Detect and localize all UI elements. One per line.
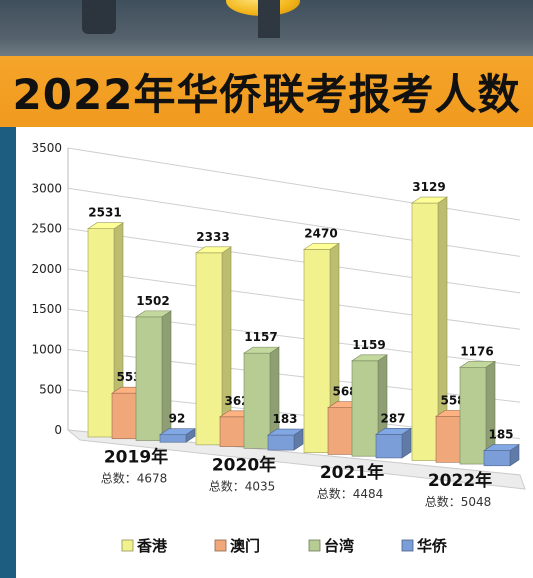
- header-photo: [0, 0, 533, 56]
- bar-top: [303, 243, 340, 250]
- y-tick-label: 1500: [31, 302, 62, 316]
- bar: [411, 202, 439, 461]
- bar-top: [243, 346, 280, 354]
- data-label: 1502: [136, 294, 169, 308]
- gridline: [67, 147, 521, 221]
- group-total-label: 总数：5048: [425, 494, 492, 509]
- legend-swatch: [308, 539, 321, 552]
- bar: [219, 416, 247, 447]
- chart-title: 2022年华侨联考报考人数: [12, 70, 521, 119]
- data-label: 362: [224, 394, 249, 408]
- bar: [111, 392, 139, 440]
- bar: [483, 450, 511, 467]
- chart-floor: [66, 429, 526, 490]
- bar: [303, 249, 331, 454]
- legend-swatch: [121, 539, 134, 552]
- data-label: 1157: [244, 330, 277, 344]
- bar: [327, 407, 355, 455]
- data-label: 2531: [88, 206, 121, 220]
- bar-top: [351, 354, 388, 362]
- data-label: 287: [380, 411, 405, 425]
- group-total-label: 总数：4484: [317, 486, 384, 501]
- x-category-label: 2021年: [320, 462, 384, 483]
- x-category-label: 2020年: [212, 454, 276, 475]
- data-label: 1159: [352, 338, 385, 352]
- bar: [135, 316, 163, 441]
- bar: [375, 434, 403, 459]
- bar-top: [135, 310, 172, 318]
- data-label: 1176: [460, 344, 493, 358]
- bar-top: [159, 428, 196, 435]
- bar-top: [375, 428, 412, 435]
- bar: [435, 416, 463, 463]
- group-total-label: 总数：4678: [101, 470, 168, 485]
- legend-label: 澳门: [230, 537, 260, 555]
- bar: [351, 360, 379, 457]
- bar-top: [87, 222, 124, 229]
- photo-figure: [82, 0, 116, 34]
- data-label: 183: [272, 412, 297, 426]
- x-category-label: 2022年: [428, 470, 492, 491]
- data-label: 568: [332, 385, 357, 399]
- data-label: 3129: [412, 180, 445, 194]
- y-tick-label: 2500: [31, 222, 62, 236]
- data-label: 553: [116, 370, 141, 384]
- y-tick-label: 3500: [31, 141, 62, 155]
- legend-swatch: [214, 539, 227, 552]
- legend-label: 华侨: [417, 537, 448, 555]
- bar: [159, 434, 187, 443]
- bar: [267, 434, 295, 451]
- group-total-label: 总数：4035: [209, 478, 276, 493]
- photo-figure: [258, 0, 280, 38]
- y-tick-label: 500: [39, 383, 62, 397]
- y-tick-label: 1000: [31, 342, 62, 356]
- y-tick-label: 3000: [31, 181, 62, 195]
- legend-label: 香港: [137, 537, 168, 555]
- x-category-label: 2019年: [104, 446, 168, 467]
- bar-top: [483, 444, 520, 451]
- gridline: [67, 187, 521, 257]
- gridline: [67, 228, 521, 294]
- side-accent-bar: [0, 127, 16, 578]
- data-label: 92: [169, 412, 186, 426]
- data-label: 2333: [196, 230, 229, 244]
- bar: [87, 228, 115, 438]
- bar: [459, 366, 487, 465]
- data-label: 185: [488, 428, 513, 442]
- y-tick-label: 0: [54, 423, 62, 437]
- data-label: 558: [440, 393, 465, 407]
- legend-label: 台湾: [324, 537, 354, 555]
- legend-swatch: [401, 539, 414, 552]
- bar-top: [459, 360, 496, 368]
- bar-top: [195, 246, 232, 254]
- bar-top: [411, 196, 448, 204]
- bar: [243, 352, 271, 449]
- data-label: 2470: [304, 226, 337, 240]
- title-band: 2022年华侨联考报考人数: [0, 56, 533, 127]
- bar-top: [267, 428, 304, 436]
- bar: [195, 252, 223, 446]
- y-tick-label: 2000: [31, 262, 62, 276]
